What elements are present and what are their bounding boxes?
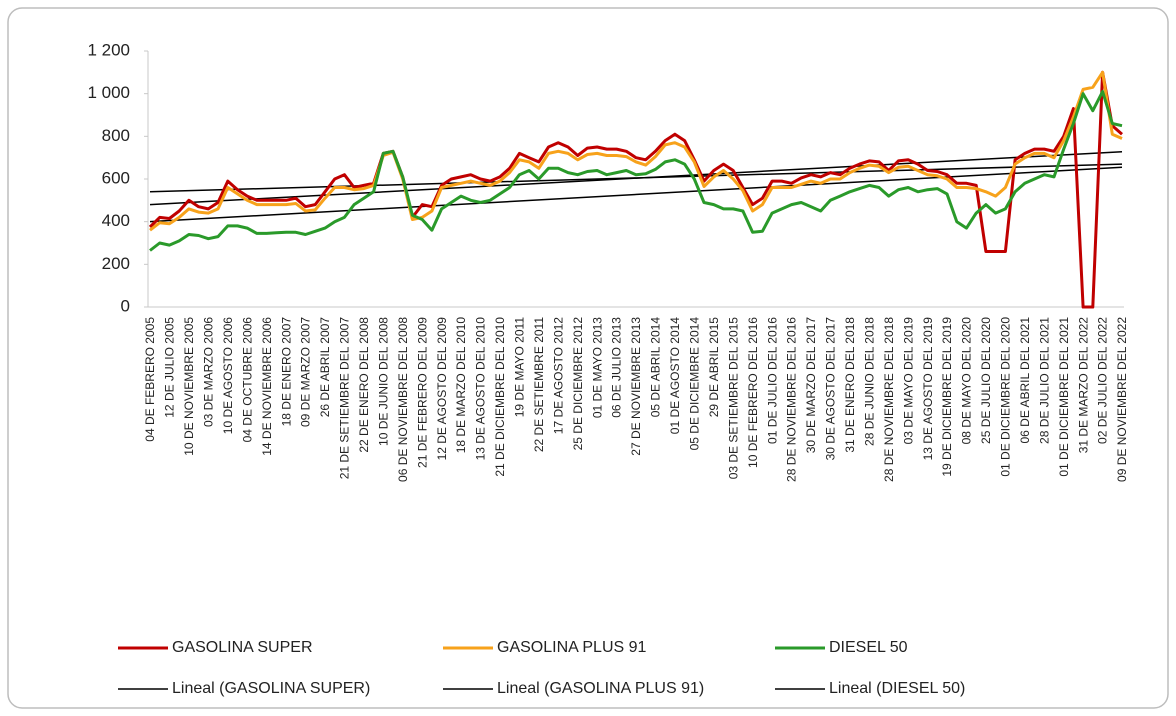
series-line bbox=[148, 70, 1123, 309]
legend-label: Lineal (DIESEL 50) bbox=[829, 680, 965, 697]
x-tick-label: 10 DE FEBRERO DEL 2016 bbox=[746, 317, 760, 468]
trendline bbox=[149, 150, 1123, 206]
y-tick-label: 200 bbox=[102, 254, 130, 273]
x-tick-label: 22 DE ENERO DEL 2008 bbox=[357, 317, 371, 453]
x-tick-label: 28 DE NOVIEMBRE DEL 2018 bbox=[882, 317, 896, 482]
x-tick-label: 22 DE SETIEMBRE 2011 bbox=[532, 317, 546, 452]
x-tick-label: 29 DE ABRIL 2015 bbox=[707, 317, 721, 418]
x-tick-label: 28 DE NOVIEMBRE DEL 2016 bbox=[785, 317, 799, 482]
series-line bbox=[149, 90, 1123, 252]
x-tick-label: 30 DE MARZO DEL 2017 bbox=[804, 317, 818, 454]
x-tick-label: 21 DE FEBRERO DEL 2009 bbox=[415, 317, 429, 468]
y-tick-label: 0 bbox=[121, 296, 130, 315]
x-tick-label: 10 DE AGOSTO 2006 bbox=[221, 317, 235, 435]
x-tick-label: 12 DE AGOSTO DEL 2009 bbox=[435, 317, 449, 461]
x-tick-label: 25 DE JULIO DEL 2020 bbox=[979, 317, 993, 444]
x-tick-label: 02 DE JULIO DEL 2022 bbox=[1096, 317, 1110, 444]
x-tick-label: 01 DE AGOSTO 2014 bbox=[668, 317, 682, 435]
x-tick-label: 09 DE NOVIEMBRE DEL 2022 bbox=[1115, 317, 1129, 482]
legend-label: GASOLINA SUPER bbox=[172, 639, 313, 656]
x-tick-label: 26 DE ABRIL 2007 bbox=[318, 317, 332, 418]
x-tick-label: 06 DE JULIO 2013 bbox=[610, 317, 624, 418]
x-tick-label: 17 DE AGOSTO 2012 bbox=[551, 317, 565, 435]
x-tick-label: 21 DE DICIEMBRE DEL 2010 bbox=[493, 317, 507, 477]
x-tick-label: 31 DE MARZO DEL 2022 bbox=[1076, 317, 1090, 454]
x-tick-label: 28 DE JUNIO DEL 2018 bbox=[862, 317, 876, 446]
x-tick-label: 01 DE DICIEMBRE DEL 2021 bbox=[1057, 317, 1071, 477]
x-tick-label: 12 DE JULIO 2005 bbox=[163, 317, 177, 418]
series-line bbox=[149, 70, 1123, 232]
x-tick-label: 25 DE DICIEMBRE 2012 bbox=[571, 317, 585, 451]
x-tick-label: 06 DE ABRIL DEL 2021 bbox=[1018, 317, 1032, 444]
x-tick-label: 04 DE OCTUBRE 2006 bbox=[240, 317, 254, 443]
y-tick-label: 400 bbox=[102, 211, 130, 230]
x-tick-label: 09 DE MARZO 2007 bbox=[299, 317, 313, 427]
y-tick-label: 1 200 bbox=[87, 40, 130, 59]
x-tick-label: 19 DE MAYO 2011 bbox=[513, 317, 527, 418]
legend-label: DIESEL 50 bbox=[829, 639, 908, 656]
x-tick-label: 10 DE JUNIO DEL 2008 bbox=[376, 317, 390, 446]
x-tick-label: 03 DE MAYO DEL 2019 bbox=[901, 317, 915, 445]
legend-label: GASOLINA PLUS 91 bbox=[497, 639, 647, 656]
x-tick-label: 06 DE NOVIEMBRE DEL 2008 bbox=[396, 317, 410, 482]
x-tick-label: 03 DE SETIEMBRE DEL 2015 bbox=[726, 317, 740, 480]
x-tick-label: 08 DE MAYO DEL 2020 bbox=[960, 317, 974, 445]
x-tick-label: 28 DE JULIO DEL 2021 bbox=[1037, 317, 1051, 444]
trendline bbox=[149, 166, 1123, 223]
x-tick-label: 05 DE ABRIL 2014 bbox=[649, 317, 663, 418]
y-tick-label: 800 bbox=[102, 126, 130, 145]
x-tick-label: 10 DE NOVIEMBRE 2005 bbox=[182, 317, 196, 456]
x-tick-label: 18 DE ENERO 2007 bbox=[279, 317, 293, 427]
x-tick-label: 04 DE FEBRERO 2005 bbox=[143, 317, 157, 442]
y-tick-label: 1 000 bbox=[87, 83, 130, 102]
x-tick-label: 01 DE MAYO 2013 bbox=[590, 317, 604, 418]
chart-frame bbox=[7, 7, 1169, 709]
legend-label: Lineal (GASOLINA SUPER) bbox=[172, 680, 370, 697]
x-tick-label: 01 DE JULIO DEL 2016 bbox=[765, 317, 779, 444]
x-tick-label: 14 DE NOVIEMBRE 2006 bbox=[260, 317, 274, 456]
x-tick-label: 30 DE AGOSTO DEL 2017 bbox=[824, 317, 838, 461]
x-tick-label: 13 DE AGOSTO DEL 2019 bbox=[921, 317, 935, 461]
x-tick-label: 01 DE DICIEMBRE DEL 2020 bbox=[999, 317, 1013, 477]
x-tick-label: 31 DE ENERO DEL 2018 bbox=[843, 317, 857, 453]
x-tick-label: 19 DE DICIEMBRE DEL 2019 bbox=[940, 317, 954, 477]
y-tick-label: 600 bbox=[102, 168, 130, 187]
x-tick-label: 03 DE MARZO 2006 bbox=[201, 317, 215, 427]
x-tick-label: 13 DE AGOSTO DEL 2010 bbox=[474, 317, 488, 461]
x-tick-label: 18 DE MARZO DEL 2010 bbox=[454, 317, 468, 454]
x-tick-label: 21 DE SETIEMBRE DEL 2007 bbox=[338, 317, 352, 480]
x-tick-label: 27 DE NOVIEMBRE 2013 bbox=[629, 317, 643, 456]
x-tick-label: 05 DE DICIEMBRE 2014 bbox=[687, 317, 701, 451]
legend-label: Lineal (GASOLINA PLUS 91) bbox=[497, 680, 704, 697]
